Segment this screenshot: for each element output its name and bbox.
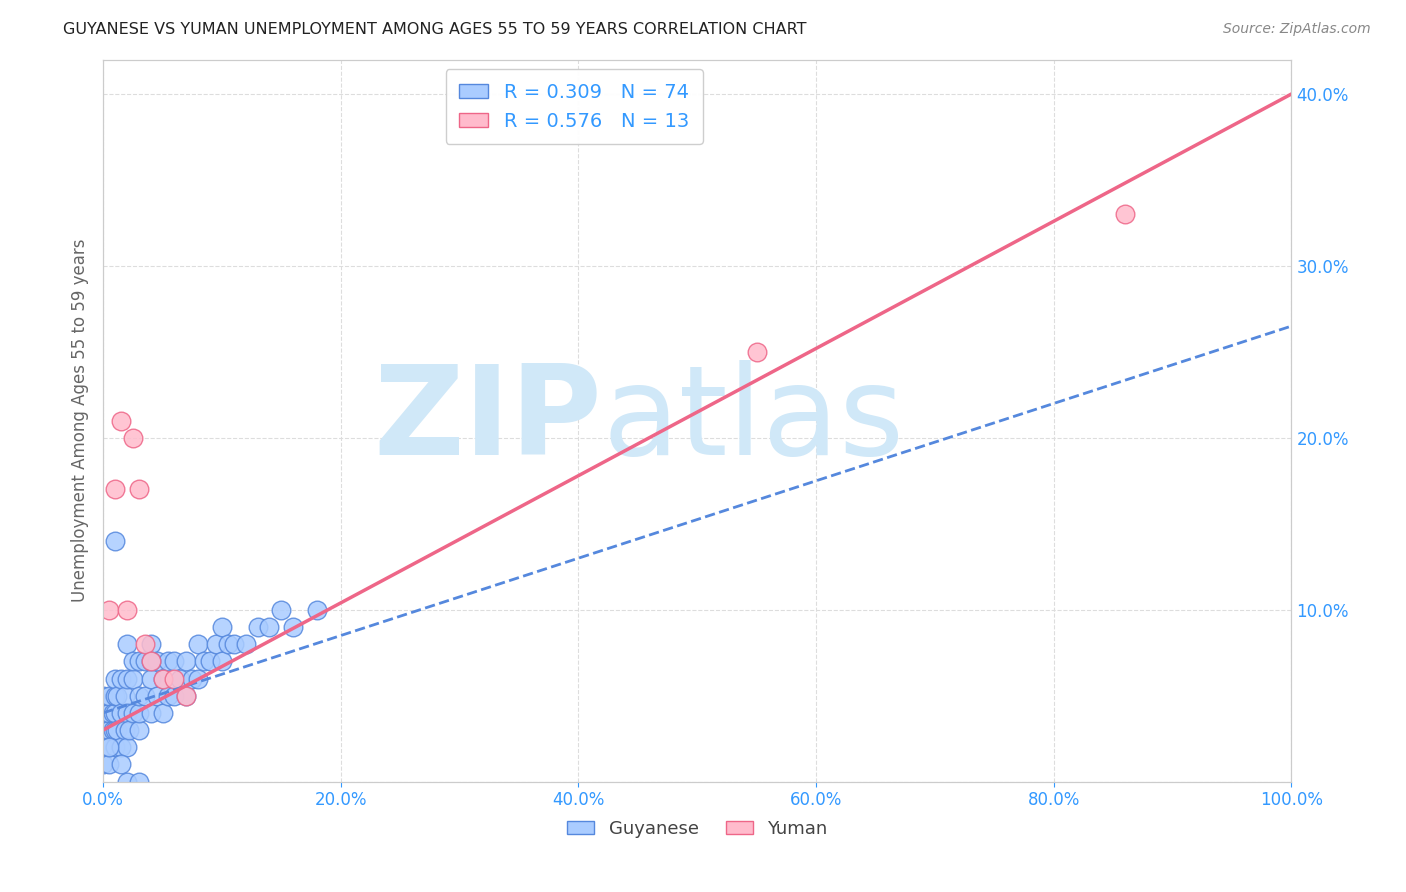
Point — [139, 672, 162, 686]
Point — [104, 723, 127, 737]
Point — [101, 706, 124, 720]
Point — [98, 603, 121, 617]
Point — [283, 620, 305, 634]
Point — [235, 637, 257, 651]
Point — [115, 740, 138, 755]
Point — [115, 706, 138, 720]
Point — [128, 689, 150, 703]
Point — [145, 654, 167, 668]
Point — [104, 483, 127, 497]
Point — [110, 706, 132, 720]
Point — [105, 689, 128, 703]
Point — [98, 706, 121, 720]
Point — [114, 723, 136, 737]
Point — [98, 740, 121, 755]
Point — [91, 740, 114, 755]
Point — [110, 672, 132, 686]
Point — [176, 689, 198, 703]
Point — [181, 672, 204, 686]
Point — [152, 672, 174, 686]
Text: ZIP: ZIP — [374, 360, 602, 481]
Point — [187, 672, 209, 686]
Point — [91, 706, 114, 720]
Point — [128, 706, 150, 720]
Point — [91, 757, 114, 772]
Point — [259, 620, 281, 634]
Point — [139, 706, 162, 720]
Point — [139, 637, 162, 651]
Y-axis label: Unemployment Among Ages 55 to 59 years: Unemployment Among Ages 55 to 59 years — [72, 239, 89, 602]
Point — [128, 774, 150, 789]
Point — [128, 483, 150, 497]
Point — [163, 689, 186, 703]
Point — [745, 344, 768, 359]
Point — [217, 637, 239, 651]
Point — [115, 672, 138, 686]
Point — [114, 689, 136, 703]
Point — [169, 672, 191, 686]
Point — [121, 706, 143, 720]
Point — [91, 689, 114, 703]
Point — [98, 740, 121, 755]
Point — [246, 620, 269, 634]
Text: Source: ZipAtlas.com: Source: ZipAtlas.com — [1223, 22, 1371, 37]
Point — [1114, 207, 1136, 221]
Point — [222, 637, 245, 651]
Point — [105, 723, 128, 737]
Point — [152, 706, 174, 720]
Point — [98, 689, 121, 703]
Text: atlas: atlas — [602, 360, 904, 481]
Point — [198, 654, 221, 668]
Point — [139, 654, 162, 668]
Point — [145, 689, 167, 703]
Point — [121, 431, 143, 445]
Point — [115, 774, 138, 789]
Point — [128, 723, 150, 737]
Point — [270, 603, 292, 617]
Point — [121, 654, 143, 668]
Point — [110, 740, 132, 755]
Point — [193, 654, 215, 668]
Point — [98, 757, 121, 772]
Point — [152, 672, 174, 686]
Point — [134, 689, 156, 703]
Point — [305, 603, 328, 617]
Legend: Guyanese, Yuman: Guyanese, Yuman — [560, 813, 835, 845]
Point — [104, 706, 127, 720]
Point — [118, 723, 141, 737]
Point — [187, 637, 209, 651]
Point — [110, 757, 132, 772]
Point — [176, 689, 198, 703]
Point — [104, 672, 127, 686]
Point — [211, 654, 233, 668]
Point — [163, 672, 186, 686]
Point — [104, 689, 127, 703]
Point — [134, 637, 156, 651]
Point — [157, 654, 180, 668]
Text: GUYANESE VS YUMAN UNEMPLOYMENT AMONG AGES 55 TO 59 YEARS CORRELATION CHART: GUYANESE VS YUMAN UNEMPLOYMENT AMONG AGE… — [63, 22, 807, 37]
Point — [110, 414, 132, 428]
Point — [115, 603, 138, 617]
Point — [121, 672, 143, 686]
Point — [134, 654, 156, 668]
Point — [157, 689, 180, 703]
Point — [176, 654, 198, 668]
Point — [205, 637, 228, 651]
Point — [115, 637, 138, 651]
Point — [163, 654, 186, 668]
Point — [104, 740, 127, 755]
Point — [128, 654, 150, 668]
Point — [91, 723, 114, 737]
Point — [211, 620, 233, 634]
Point — [101, 723, 124, 737]
Point — [139, 654, 162, 668]
Point — [104, 533, 127, 548]
Point — [98, 723, 121, 737]
